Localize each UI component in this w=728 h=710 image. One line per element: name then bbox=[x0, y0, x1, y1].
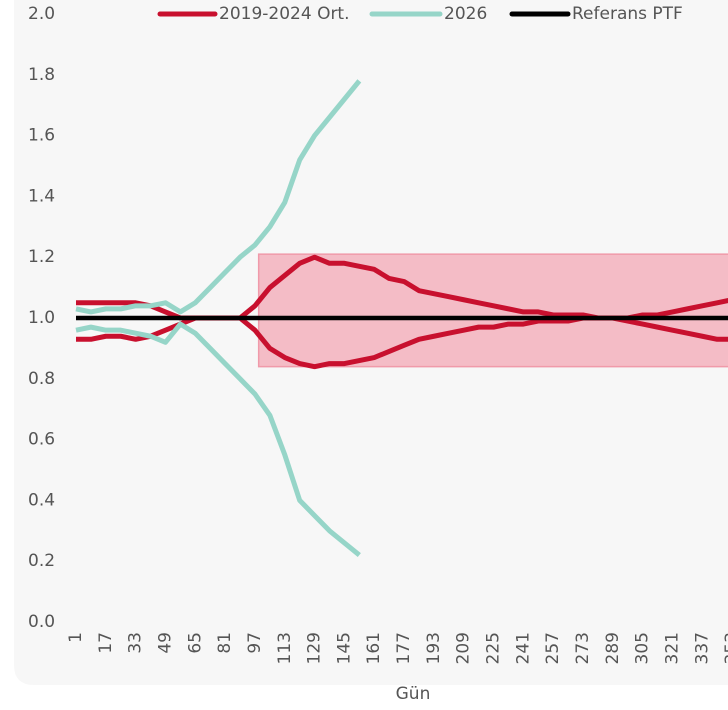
x-tick-label: 113 bbox=[275, 632, 295, 664]
x-tick-label: 257 bbox=[543, 632, 563, 664]
y-tick-label: 1.8 bbox=[28, 65, 55, 85]
x-tick-label: 305 bbox=[633, 632, 653, 664]
y-tick-label: 0.4 bbox=[28, 490, 55, 510]
x-tick-label: 321 bbox=[662, 632, 682, 664]
x-tick-label: 353 bbox=[722, 632, 728, 664]
legend-label: 2026 bbox=[444, 4, 487, 24]
x-tick-label: 49 bbox=[155, 632, 175, 654]
x-axis-label: Gün bbox=[396, 684, 431, 704]
series-line bbox=[75, 321, 361, 558]
series-line bbox=[76, 315, 728, 370]
series-line bbox=[75, 79, 362, 315]
shaded-region bbox=[257, 253, 728, 368]
legend-label: 2019-2024 Ort. bbox=[219, 4, 350, 24]
x-tick-label: 17 bbox=[96, 632, 116, 654]
y-tick-label: 1.4 bbox=[28, 186, 55, 206]
x-tick-label: 225 bbox=[484, 632, 504, 664]
x-tick-label: 241 bbox=[513, 632, 533, 664]
x-tick-label: 289 bbox=[603, 632, 623, 664]
plot-area bbox=[75, 79, 728, 558]
y-tick-label: 0.6 bbox=[28, 430, 55, 450]
x-tick-label: 129 bbox=[305, 632, 325, 664]
x-tick-label: 33 bbox=[126, 632, 146, 654]
x-tick-label: 161 bbox=[364, 632, 384, 664]
x-tick-label: 1 bbox=[66, 632, 86, 643]
y-tick-label: 0.2 bbox=[28, 551, 55, 571]
y-tick-label: 1.2 bbox=[28, 247, 55, 267]
x-tick-label: 81 bbox=[215, 632, 235, 654]
x-tick-label: 65 bbox=[185, 632, 205, 654]
x-tick-label: 145 bbox=[334, 632, 354, 664]
x-tick-label: 97 bbox=[245, 632, 265, 654]
x-tick-label: 177 bbox=[394, 632, 414, 664]
x-tick-label: 193 bbox=[424, 632, 444, 664]
y-tick-label: 0.8 bbox=[28, 369, 55, 389]
x-tick-label: 273 bbox=[573, 632, 593, 664]
y-tick-label: 1.6 bbox=[28, 126, 55, 146]
x-tick-label: 209 bbox=[454, 632, 474, 664]
y-tick-label: 0.0 bbox=[28, 612, 55, 632]
legend-label: Referans PTF bbox=[572, 4, 683, 24]
y-tick-label: 1.0 bbox=[28, 308, 55, 328]
x-tick-label: 337 bbox=[692, 632, 712, 664]
y-tick-label: 2.0 bbox=[28, 4, 55, 24]
